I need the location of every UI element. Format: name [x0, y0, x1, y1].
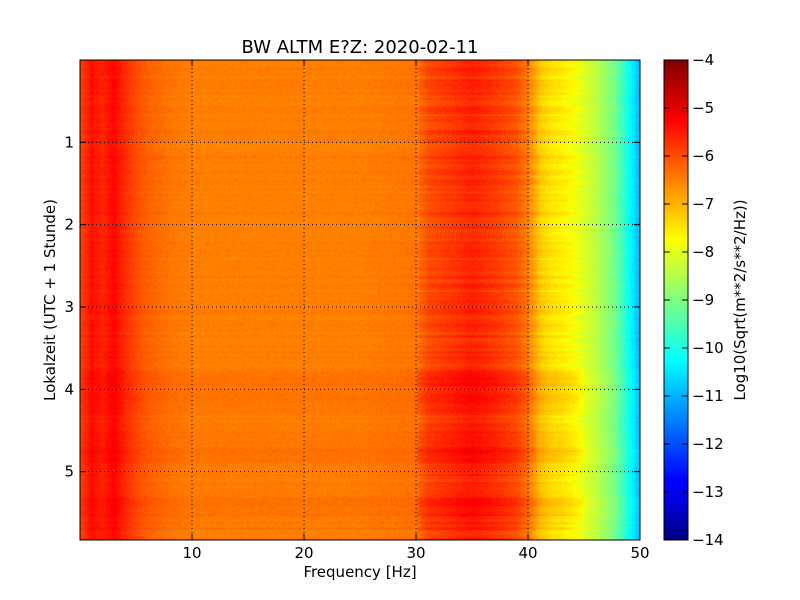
colorbar-label: Log10(Sqrt(m**2/s**2/Hz)): [731, 199, 749, 400]
colorbar-tick-label: −4: [692, 51, 714, 69]
plot-frame: [79, 59, 641, 541]
y-axis-ticks: 1 2 3 4 5: [64, 133, 640, 481]
spectrogram-heatmap: [80, 60, 640, 540]
y-tick-label: 5: [64, 463, 74, 481]
x-tick-label: 30: [406, 544, 425, 562]
x-tick-label: 20: [294, 544, 313, 562]
colorbar-tick-label: −14: [692, 531, 724, 549]
colorbar-tick-label: −10: [692, 339, 724, 357]
heatmap-canvas: [80, 60, 640, 540]
y-tick-label: 1: [64, 133, 74, 151]
colorbar-tick-label: −12: [692, 435, 724, 453]
y-tick-label: 4: [64, 380, 74, 398]
x-axis-label: Frequency [Hz]: [303, 563, 416, 581]
colorbar-tick-label: −5: [692, 99, 714, 117]
colorbar-tick-label: −11: [692, 387, 724, 405]
y-axis-label: Lokalzeit (UTC + 1 Stunde): [41, 199, 59, 401]
colorbar-tick-label: −6: [692, 147, 714, 165]
y-tick-label: 3: [64, 298, 74, 316]
y-tick-label: 2: [64, 216, 74, 234]
colorbar-tick-label: −7: [692, 195, 714, 213]
colorbar-tick-label: −13: [692, 483, 724, 501]
x-tick-label: 40: [518, 544, 537, 562]
x-tick-label: 50: [630, 544, 649, 562]
colorbar-tick-label: −8: [692, 243, 714, 261]
chart-title: BW ALTM E?Z: 2020-02-11: [242, 37, 479, 58]
grid-lines: [80, 60, 640, 540]
colorbar-tick-label: −9: [692, 291, 714, 309]
x-axis-ticks: 10 20 30 40 50: [182, 60, 650, 562]
colorbar-ticks: −4 −5 −6 −7 −8 −9 −10 −11 −12 −13 −14: [664, 51, 724, 549]
x-tick-label: 10: [182, 544, 201, 562]
